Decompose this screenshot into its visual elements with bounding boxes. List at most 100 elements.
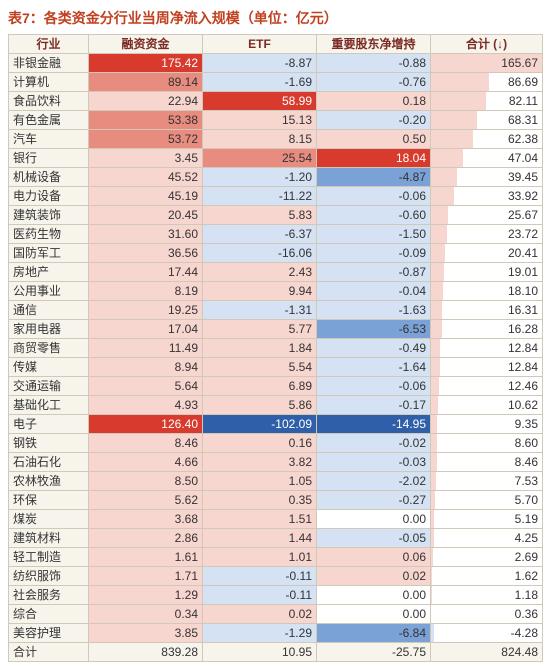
cell-total: 5.19 bbox=[431, 510, 543, 529]
table-row: 国防军工36.56-16.06-0.0920.41 bbox=[9, 244, 543, 263]
table-row: 房地产17.442.43-0.8719.01 bbox=[9, 263, 543, 282]
table-row: 煤炭3.681.510.005.19 bbox=[9, 510, 543, 529]
cell-total: 5.70 bbox=[431, 491, 543, 510]
table-caption: 表7：各类资金分行业当周净流入规模（单位：亿元） bbox=[8, 8, 542, 28]
row-industry: 银行 bbox=[9, 149, 89, 168]
cell-major: -0.87 bbox=[317, 263, 431, 282]
table-row: 汽车53.728.150.5062.38 bbox=[9, 130, 543, 149]
table-row: 有色金属53.3815.13-0.2068.31 bbox=[9, 111, 543, 130]
row-industry: 建筑材料 bbox=[9, 529, 89, 548]
cell-total: 39.45 bbox=[431, 168, 543, 187]
cell-etf: 5.86 bbox=[203, 396, 317, 415]
col-total: 合计 (↓) bbox=[431, 35, 543, 54]
table-row: 传媒8.945.54-1.6412.84 bbox=[9, 358, 543, 377]
cell-margin: 4.66 bbox=[89, 453, 203, 472]
cell-etf: -1.20 bbox=[203, 168, 317, 187]
row-industry: 通信 bbox=[9, 301, 89, 320]
cell-major: -2.02 bbox=[317, 472, 431, 491]
cell-total: 23.72 bbox=[431, 225, 543, 244]
cell-total: 4.25 bbox=[431, 529, 543, 548]
cell-total: 16.31 bbox=[431, 301, 543, 320]
total-etf: 10.95 bbox=[203, 643, 317, 662]
row-industry: 公用事业 bbox=[9, 282, 89, 301]
cell-etf: 6.89 bbox=[203, 377, 317, 396]
total-major: -25.75 bbox=[317, 643, 431, 662]
cell-total: 7.53 bbox=[431, 472, 543, 491]
cell-total: 2.69 bbox=[431, 548, 543, 567]
cell-total: -4.28 bbox=[431, 624, 543, 643]
cell-major: -0.27 bbox=[317, 491, 431, 510]
cell-major: -6.84 bbox=[317, 624, 431, 643]
table-row: 社会服务1.29-0.110.001.18 bbox=[9, 586, 543, 605]
table-row: 银行3.4525.5418.0447.04 bbox=[9, 149, 543, 168]
cell-etf: -0.11 bbox=[203, 586, 317, 605]
row-industry: 钢铁 bbox=[9, 434, 89, 453]
table-row: 机械设备45.52-1.20-4.8739.45 bbox=[9, 168, 543, 187]
total-margin: 839.28 bbox=[89, 643, 203, 662]
cell-margin: 89.14 bbox=[89, 73, 203, 92]
table-row: 食品饮料22.9458.990.1882.11 bbox=[9, 92, 543, 111]
cell-margin: 22.94 bbox=[89, 92, 203, 111]
cell-margin: 8.19 bbox=[89, 282, 203, 301]
cell-major: 0.50 bbox=[317, 130, 431, 149]
cell-total: 8.46 bbox=[431, 453, 543, 472]
row-industry: 建筑装饰 bbox=[9, 206, 89, 225]
row-industry: 综合 bbox=[9, 605, 89, 624]
row-industry: 美容护理 bbox=[9, 624, 89, 643]
cell-major: -0.03 bbox=[317, 453, 431, 472]
row-industry: 医药生物 bbox=[9, 225, 89, 244]
row-industry: 汽车 bbox=[9, 130, 89, 149]
row-industry: 家用电器 bbox=[9, 320, 89, 339]
cell-major: -1.64 bbox=[317, 358, 431, 377]
cell-major: -0.49 bbox=[317, 339, 431, 358]
row-industry: 商贸零售 bbox=[9, 339, 89, 358]
cell-major: 0.18 bbox=[317, 92, 431, 111]
row-industry: 电子 bbox=[9, 415, 89, 434]
cell-total: 0.36 bbox=[431, 605, 543, 624]
row-industry: 有色金属 bbox=[9, 111, 89, 130]
table-row: 交通运输5.646.89-0.0612.46 bbox=[9, 377, 543, 396]
table-row: 石油石化4.663.82-0.038.46 bbox=[9, 453, 543, 472]
cell-total: 33.92 bbox=[431, 187, 543, 206]
cell-etf: 0.16 bbox=[203, 434, 317, 453]
cell-margin: 1.61 bbox=[89, 548, 203, 567]
table-row: 纺织服饰1.71-0.110.021.62 bbox=[9, 567, 543, 586]
table-row: 家用电器17.045.77-6.5316.28 bbox=[9, 320, 543, 339]
cell-major: 18.04 bbox=[317, 149, 431, 168]
table-row: 医药生物31.60-6.37-1.5023.72 bbox=[9, 225, 543, 244]
cell-etf: 5.77 bbox=[203, 320, 317, 339]
cell-etf: 1.01 bbox=[203, 548, 317, 567]
cell-total: 47.04 bbox=[431, 149, 543, 168]
col-margin: 融资资金 bbox=[89, 35, 203, 54]
cell-major: -0.05 bbox=[317, 529, 431, 548]
cell-margin: 8.94 bbox=[89, 358, 203, 377]
table-row: 公用事业8.199.94-0.0418.10 bbox=[9, 282, 543, 301]
cell-total: 82.11 bbox=[431, 92, 543, 111]
table-row: 美容护理3.85-1.29-6.84-4.28 bbox=[9, 624, 543, 643]
cell-major: -0.60 bbox=[317, 206, 431, 225]
cell-total: 8.60 bbox=[431, 434, 543, 453]
cell-major: -0.06 bbox=[317, 377, 431, 396]
cell-major: -0.88 bbox=[317, 54, 431, 73]
cell-margin: 45.19 bbox=[89, 187, 203, 206]
table-row: 农林牧渔8.501.05-2.027.53 bbox=[9, 472, 543, 491]
cell-margin: 126.40 bbox=[89, 415, 203, 434]
cell-etf: 5.54 bbox=[203, 358, 317, 377]
cell-etf: -1.69 bbox=[203, 73, 317, 92]
cell-etf: -1.29 bbox=[203, 624, 317, 643]
table-row: 建筑材料2.861.44-0.054.25 bbox=[9, 529, 543, 548]
cell-margin: 175.42 bbox=[89, 54, 203, 73]
cell-margin: 53.72 bbox=[89, 130, 203, 149]
cell-margin: 0.34 bbox=[89, 605, 203, 624]
cell-etf: 1.44 bbox=[203, 529, 317, 548]
cell-etf: 1.84 bbox=[203, 339, 317, 358]
table-row: 环保5.620.35-0.275.70 bbox=[9, 491, 543, 510]
cell-major: 0.00 bbox=[317, 605, 431, 624]
total-label: 合计 bbox=[9, 643, 89, 662]
cell-total: 68.31 bbox=[431, 111, 543, 130]
cell-etf: -102.09 bbox=[203, 415, 317, 434]
cell-major: -0.20 bbox=[317, 111, 431, 130]
cell-margin: 5.64 bbox=[89, 377, 203, 396]
cell-etf: -6.37 bbox=[203, 225, 317, 244]
table-row: 非银金融175.42-8.87-0.88165.67 bbox=[9, 54, 543, 73]
